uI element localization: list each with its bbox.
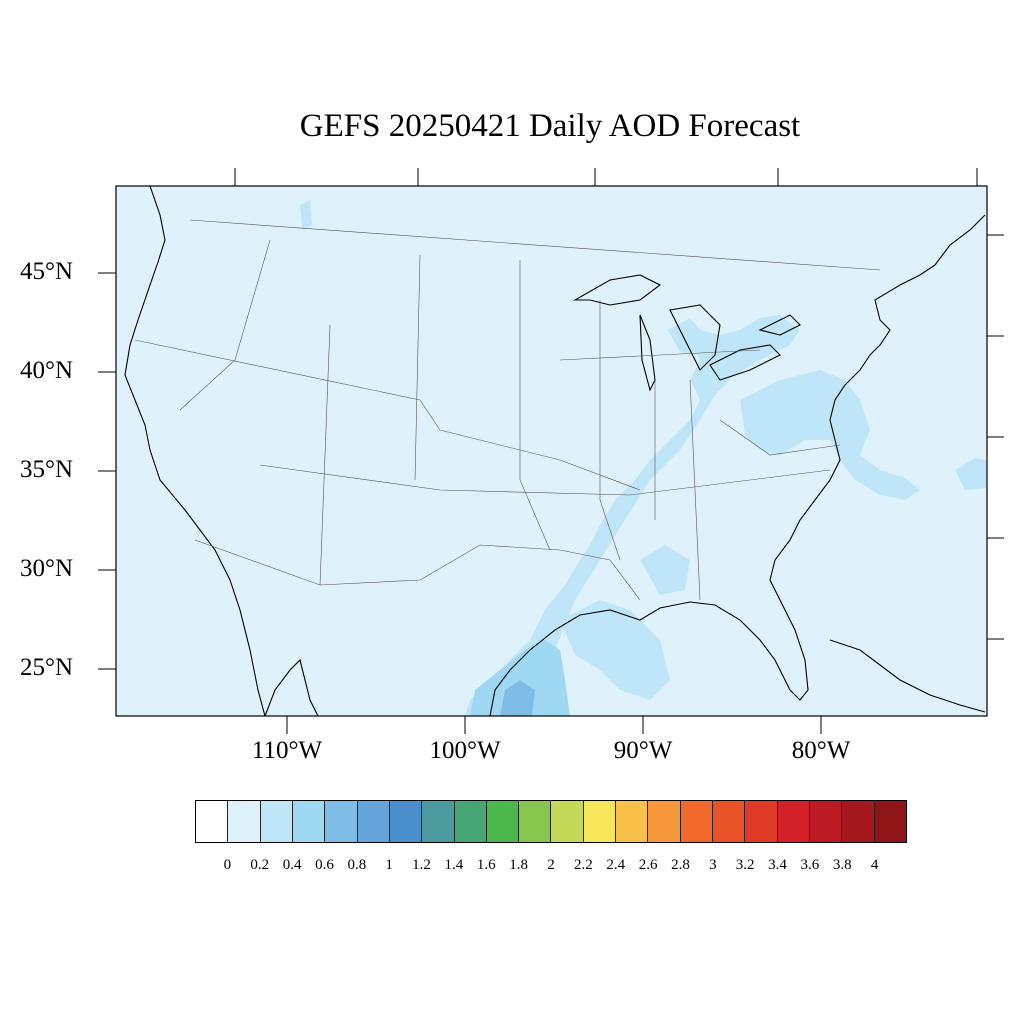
colorbar-tick-label: 1.2 xyxy=(412,857,431,873)
lon-label-90w: 90°W xyxy=(613,737,673,764)
coastlines-borders xyxy=(124,186,986,716)
colorbar-tick-label: 3.8 xyxy=(832,857,852,873)
lat-label-25n: 25°N xyxy=(20,654,74,681)
colorbar-tick-label: 0.4 xyxy=(282,857,302,873)
colorbar-box xyxy=(454,801,487,842)
colorbar-box xyxy=(519,801,552,842)
aod-plume-northeast xyxy=(740,370,920,500)
map-title: GEFS 20250421 Daily AOD Forecast xyxy=(299,108,801,144)
colorbar-box xyxy=(842,801,875,842)
map-frame xyxy=(115,185,988,717)
aod-core-texas-inner xyxy=(500,680,535,716)
mexico-coast xyxy=(264,658,319,716)
colorbar-tick-label: 3.6 xyxy=(800,857,820,873)
colorbar-box xyxy=(422,801,455,842)
colorbar-box xyxy=(228,801,261,842)
colorbar-tick-label: 1.6 xyxy=(476,857,496,873)
left-ticks xyxy=(98,272,116,670)
colorbar-box xyxy=(745,801,778,842)
great-lakes xyxy=(572,274,801,392)
top-ticks xyxy=(234,168,978,186)
colorbar-box xyxy=(809,801,843,842)
colorbar-tick-label: 3 xyxy=(709,857,717,873)
colorbar-tick-label: 0.2 xyxy=(250,857,270,873)
aod-shading-0.2-0.4 xyxy=(300,200,987,716)
colorbar-box xyxy=(713,801,746,842)
colorbar-tick-label: 1.8 xyxy=(509,857,528,873)
colorbar-box xyxy=(325,801,358,842)
gulf-coast xyxy=(489,214,986,716)
colorbar-box xyxy=(196,801,229,842)
colorbar-tick-label: 1 xyxy=(385,857,393,873)
colorbar-tick-label: 0 xyxy=(223,857,232,873)
aod-plume-southeast xyxy=(465,315,800,716)
colorbar-tick-label: 0.8 xyxy=(347,857,367,873)
colorbar-tick-label: 1.4 xyxy=(444,857,464,873)
colorbar-box xyxy=(551,801,584,842)
colorbar-box xyxy=(357,801,390,842)
lon-label-110w: 110°W xyxy=(251,737,323,764)
lat-label-35n: 35°N xyxy=(20,456,74,483)
colorbar-tick-label: 4 xyxy=(870,857,879,873)
colorbar-box xyxy=(260,801,293,842)
colorbar-box xyxy=(389,801,423,842)
colorbar-tick-label: 2.2 xyxy=(573,857,593,873)
aod-blob-gulf xyxy=(560,600,670,700)
aod-core-texas xyxy=(470,640,570,716)
lon-label-80w: 80°W xyxy=(791,737,851,764)
aod-blob-georgia xyxy=(640,545,690,595)
lat-label-45n: 45°N xyxy=(20,258,74,285)
colorbar-box xyxy=(616,801,649,842)
aod-blob-atlantic xyxy=(955,458,987,490)
colorbar-tick-label: 2.8 xyxy=(671,857,690,873)
colorbar-box xyxy=(648,801,681,842)
colorbar-tick-label: 0.6 xyxy=(315,857,334,873)
aod-shading-0.6-0.8 xyxy=(500,680,535,716)
lat-label-40n: 40°N xyxy=(20,357,74,384)
colorbar-tick-label: 2.6 xyxy=(638,857,658,873)
colorbar-tick-label: 3.4 xyxy=(768,857,787,873)
lat-label-30n: 30°N xyxy=(20,555,74,582)
colorbar-tick-label: 2 xyxy=(547,857,555,873)
colorbar-box xyxy=(874,801,906,842)
colorbar-box xyxy=(292,801,326,842)
colorbar-box xyxy=(583,801,617,842)
state-borders xyxy=(134,219,881,601)
colorbar-tick-label: 3.2 xyxy=(735,857,755,873)
colorbar-tick-label: 2.4 xyxy=(606,857,626,873)
colorbar-box xyxy=(777,801,810,842)
lon-label-100w: 100°W xyxy=(429,737,501,764)
pacific-coast xyxy=(124,186,266,716)
bottom-ticks xyxy=(286,716,822,734)
colorbar-box xyxy=(486,801,520,842)
right-ticks xyxy=(987,234,1004,640)
florida-keys-islands xyxy=(829,639,986,713)
aod-shading-0.4-0.6 xyxy=(470,640,570,716)
aod-blob-montana xyxy=(300,200,312,230)
colorbar xyxy=(195,800,907,843)
aod-blob-michigan xyxy=(668,318,705,355)
colorbar-box xyxy=(680,801,713,842)
